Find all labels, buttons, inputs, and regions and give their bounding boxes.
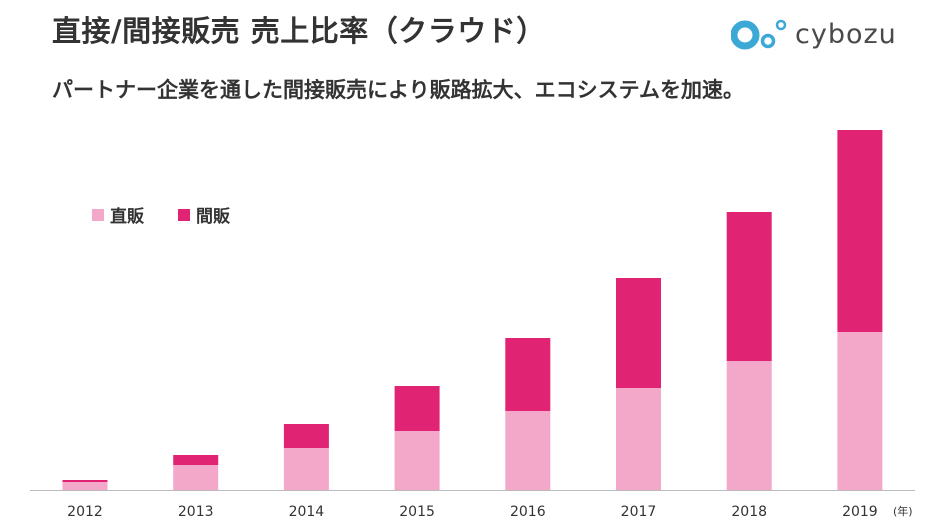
bar-direct-2012 — [62, 482, 108, 490]
x-tick-label-2018: 2018 — [731, 504, 767, 520]
logo-wordmark: cybozu — [795, 18, 897, 50]
legend-label-direct: 直販 — [110, 207, 144, 227]
x-tick-label-2016: 2016 — [510, 504, 546, 520]
cybozu-logo-icon — [731, 19, 787, 50]
bar-indirect-2019 — [837, 130, 883, 332]
bar-direct-2014 — [283, 448, 329, 490]
x-axis-unit: (年) — [893, 505, 913, 518]
legend-swatch-direct — [92, 208, 104, 221]
bar-direct-2018 — [726, 361, 772, 490]
x-tick-label-2012: 2012 — [67, 504, 103, 520]
bar-direct-2017 — [616, 388, 661, 490]
bar-indirect-2016 — [505, 338, 551, 411]
chart-legend: 直販 間販 — [92, 202, 264, 227]
bar-direct-2019 — [837, 332, 883, 490]
page-title: 直接/間接販売 売上比率（クラウド） — [52, 14, 546, 48]
bar-direct-2016 — [505, 411, 551, 490]
page-subtitle: パートナー企業を通した間接販売により販路拡大、エコシステムを加速。 — [52, 78, 744, 102]
bar-indirect-2017 — [616, 278, 661, 388]
legend-label-indirect: 間販 — [196, 207, 230, 227]
x-tick-label-2014: 2014 — [289, 504, 325, 520]
x-tick-label-2015: 2015 — [399, 504, 435, 520]
bar-direct-2015 — [394, 431, 440, 490]
legend-item-indirect: 間販 — [178, 202, 230, 227]
bar-indirect-2014 — [283, 424, 329, 448]
bar-indirect-2018 — [726, 212, 772, 361]
cybozu-logo: cybozu — [731, 14, 897, 54]
bar-indirect-2013 — [173, 455, 219, 465]
legend-swatch-indirect — [178, 208, 190, 221]
bar-indirect-2012 — [62, 480, 108, 482]
bar-direct-2013 — [173, 465, 219, 490]
x-tick-label-2013: 2013 — [178, 504, 214, 520]
x-tick-label-2017: 2017 — [621, 504, 657, 520]
x-tick-label-2019: 2019 — [842, 504, 878, 520]
bar-indirect-2015 — [394, 386, 440, 431]
legend-item-direct: 直販 — [92, 202, 144, 227]
